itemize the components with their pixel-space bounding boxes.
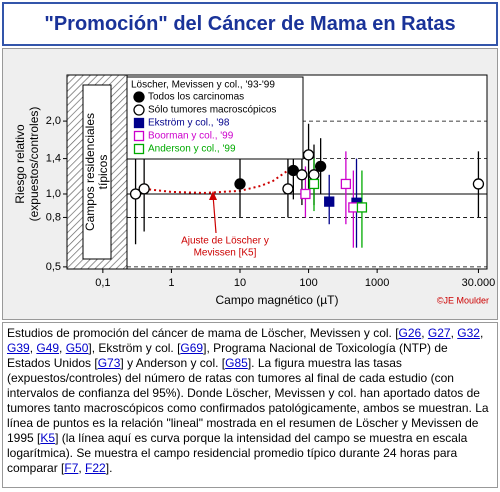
marker (133, 143, 145, 155)
marker (472, 178, 485, 190)
marker (314, 160, 327, 173)
caption-text: , (29, 341, 37, 355)
marker (300, 188, 311, 200)
marker (133, 104, 145, 116)
y-tick-label: 1,0 (46, 188, 61, 200)
reference-link[interactable]: G69 (180, 341, 204, 355)
caption-text: ]. La figura muestra las tasas (expuesto… (7, 356, 489, 445)
y-axis-label: (expuestos/controles) (27, 107, 41, 222)
marker (308, 169, 320, 181)
y-axis-label: Riesgo relativo (13, 124, 27, 204)
caption-text: , (450, 326, 458, 340)
legend-label: Ekström y col., '98 (148, 118, 230, 129)
caption-text: Estudios de promoción del cáncer de mama… (7, 326, 399, 340)
reference-link[interactable]: G32 (457, 326, 480, 340)
x-tick-label: 100 (299, 277, 317, 289)
reference-link[interactable]: G49 (36, 341, 60, 355)
marker (308, 178, 320, 190)
reference-link[interactable]: G50 (65, 341, 89, 355)
chart: Campos residenciales típicos 0,5 0,8 1,0 1,4 2… (2, 48, 498, 320)
reference-link[interactable]: F22 (85, 461, 106, 475)
reference-link[interactable]: G39 (7, 341, 30, 355)
marker (133, 130, 145, 142)
legend-label: Boorman y col., '99 (148, 131, 234, 142)
caption-text: ], Ekström y col. [ (88, 341, 181, 355)
caption-text: , (421, 326, 428, 340)
y-tick-label: 0,5 (46, 261, 61, 273)
marker (340, 178, 352, 190)
marker (129, 188, 142, 200)
x-tick-label: 0,1 (95, 277, 110, 289)
caption-text: , (59, 341, 66, 355)
marker (296, 169, 308, 181)
x-tick-label: 30.000 (462, 277, 496, 289)
marker (324, 196, 335, 207)
y-tick-label: 2,0 (46, 115, 61, 127)
y-tick-label: 1,4 (46, 153, 61, 165)
reference-link[interactable]: G26 (398, 326, 422, 340)
reference-link[interactable]: G27 (427, 326, 451, 340)
fit-label: Ajuste de Löscher y (181, 236, 269, 247)
marker (234, 178, 246, 190)
credit: ©JE Moulder (437, 295, 489, 305)
reference-link[interactable]: K5 (40, 431, 56, 445)
caption-text: ] y Anderson y col. [ (120, 356, 226, 370)
marker (133, 91, 145, 103)
fit-label: Mevissen [K5] (194, 248, 257, 259)
y-tick-label: 0,8 (46, 211, 61, 223)
x-axis-label: Campo magnético (µT) (216, 293, 339, 307)
residential-label: Campos residenciales (83, 113, 97, 231)
caption-text: , (78, 461, 86, 475)
marker (133, 117, 145, 129)
caption-text: , (479, 326, 484, 340)
legend-label: Anderson y col., '99 (148, 144, 236, 155)
plot-frame (66, 74, 488, 270)
residential-label-box (82, 84, 112, 260)
marker (348, 202, 359, 213)
marker (138, 183, 150, 195)
caption-text: ], Programa Nacional de Toxicología (NTP… (7, 341, 448, 370)
fit-arrow-head (209, 191, 217, 200)
legend-box (126, 76, 304, 160)
legend-label: Todos los carcinomas (148, 92, 244, 103)
legend-title: Löscher, Mevissen y col., '93-'99 (131, 80, 275, 91)
x-tick-label: 1000 (365, 277, 389, 289)
caption: Estudios de promoción del cáncer de mama… (2, 322, 498, 488)
reference-link[interactable]: F7 (64, 461, 79, 475)
reference-link[interactable]: G73 (97, 356, 121, 370)
x-tick-label: 10 (234, 277, 246, 289)
marker (356, 202, 368, 213)
legend-label: Sólo tumores macroscópicos (148, 105, 276, 116)
x-tick-label: 1 (168, 277, 174, 289)
reference-link[interactable]: G85 (225, 356, 248, 370)
marker (282, 183, 294, 195)
caption-text: ]. (105, 461, 113, 475)
caption-text: ] (la línea aquí es curva porque la inte… (7, 431, 468, 475)
fit-arrow (212, 194, 217, 234)
residential-label: típicos (96, 155, 110, 190)
page-title: "Promoción" del Cáncer de Mama en Ratas (2, 2, 498, 46)
marker (302, 149, 315, 161)
